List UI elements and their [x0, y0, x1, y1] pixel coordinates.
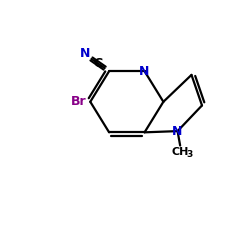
- Text: N: N: [139, 65, 150, 78]
- Text: CH: CH: [171, 146, 189, 156]
- Text: 3: 3: [187, 150, 193, 159]
- Text: N: N: [80, 46, 90, 60]
- Text: N: N: [172, 124, 183, 138]
- Text: Br: Br: [71, 95, 86, 108]
- Text: C: C: [94, 57, 103, 70]
